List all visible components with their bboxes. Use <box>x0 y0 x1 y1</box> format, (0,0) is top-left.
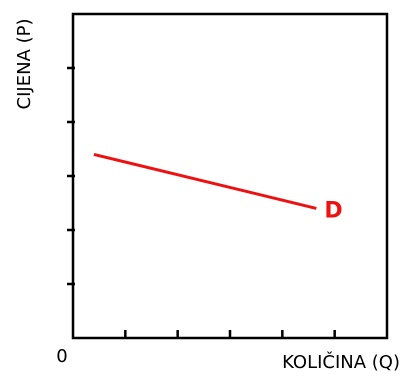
demand-curve-label: D <box>324 198 342 223</box>
demand-curve-line <box>93 152 317 210</box>
y-axis-label: CIJENA (P) <box>14 19 35 110</box>
x-axis-label: KOLIČINA (Q) <box>282 351 400 373</box>
series-layer: D <box>93 152 343 223</box>
origin-label: 0 <box>56 346 67 367</box>
plot-frame <box>71 12 389 340</box>
x-axis-ticks <box>124 330 336 338</box>
y-axis-ticks <box>67 66 75 286</box>
